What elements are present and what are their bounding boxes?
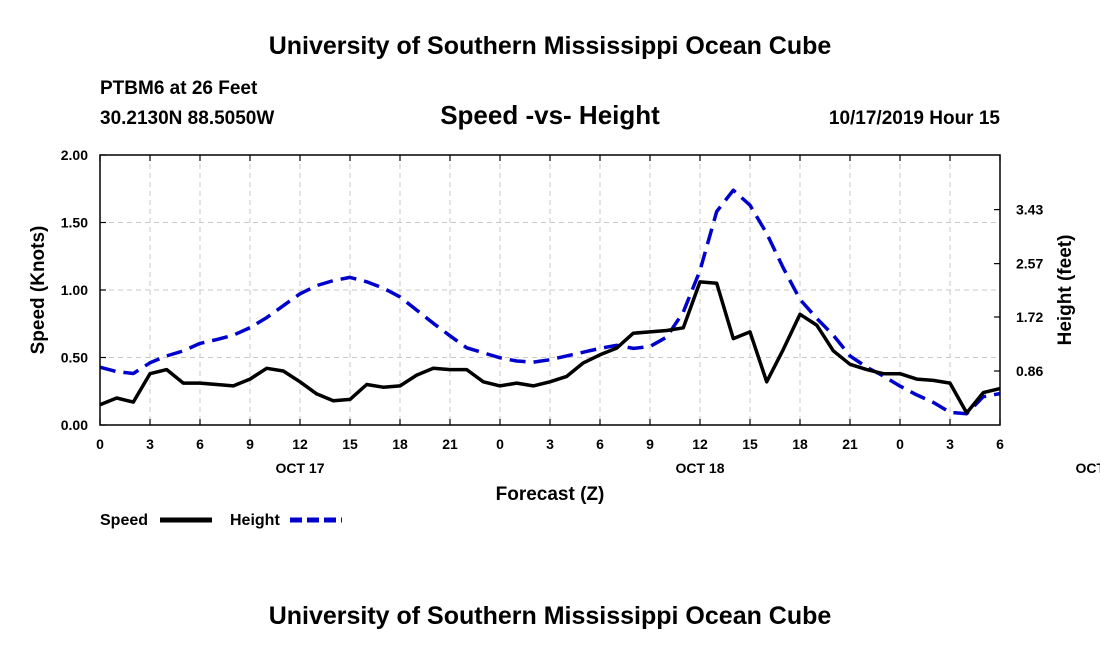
x-axis-label: Forecast (Z) [496,484,605,505]
x-tick-label: 6 [196,436,204,452]
timestamp-label: 10/17/2019 Hour 15 [829,108,1001,129]
day-label: OCT 18 [675,460,724,476]
x-tick-label: 9 [646,436,654,452]
y-right-tick-label: 0.86 [1016,363,1043,379]
x-tick-label: 15 [342,436,358,452]
legend: Speed Height [100,512,342,529]
x-tick-label: 18 [792,436,808,452]
coords-label: 30.2130N 88.5050W [100,108,274,129]
y-left-tick-label: 1.00 [61,282,88,298]
y-right-label: Height (feet) [1055,235,1076,346]
x-tick-label: 0 [96,436,104,452]
height-series-line [99,188,1001,416]
y-right-tick-label: 1.72 [1016,309,1043,325]
title-top: University of Southern Mississippi Ocean… [269,32,832,60]
y-left-tick-label: 2.00 [61,147,88,163]
y-right-tick-label: 2.57 [1016,256,1043,272]
x-tick-label: 12 [292,436,308,452]
legend-height-label: Height [230,512,280,529]
x-tick-label: 3 [146,436,154,452]
chart-title: Speed -vs- Height [440,100,660,130]
x-tick-label: 9 [246,436,254,452]
x-tick-label: 6 [996,436,1004,452]
speed-series-line [99,280,1001,415]
x-tick-label: 12 [692,436,708,452]
y-left-tick-label: 1.50 [61,215,88,231]
x-tick-label: 3 [946,436,954,452]
y-left-tick-label: 0.50 [61,350,88,366]
y-left-label: Speed (Knots) [28,226,49,355]
y-right-tick-label: 3.43 [1016,202,1043,218]
x-tick-label: 6 [596,436,604,452]
x-tick-label: 0 [896,436,904,452]
day-label: OCT 19 [1075,460,1100,476]
x-tick-label: 15 [742,436,758,452]
x-tick-label: 0 [496,436,504,452]
y-left-tick-label: 0.00 [61,417,88,433]
axis-ticks: 0 3 6 9 12 15 18 21 0 3 6 9 12 15 18 21 0 3 6 0.00 0.50 1.00 1… [61,147,1100,476]
x-tick-label: 21 [842,436,858,452]
x-tick-label: 18 [392,436,408,452]
legend-speed-label: Speed [100,512,148,529]
x-tick-label: 21 [442,436,458,452]
x-tick-label: 3 [546,436,554,452]
title-bottom: University of Southern Mississippi Ocean… [269,602,832,630]
day-label: OCT 17 [275,460,324,476]
plot-series [99,188,1001,416]
station-label: PTBM6 at 26 Feet [100,78,258,99]
